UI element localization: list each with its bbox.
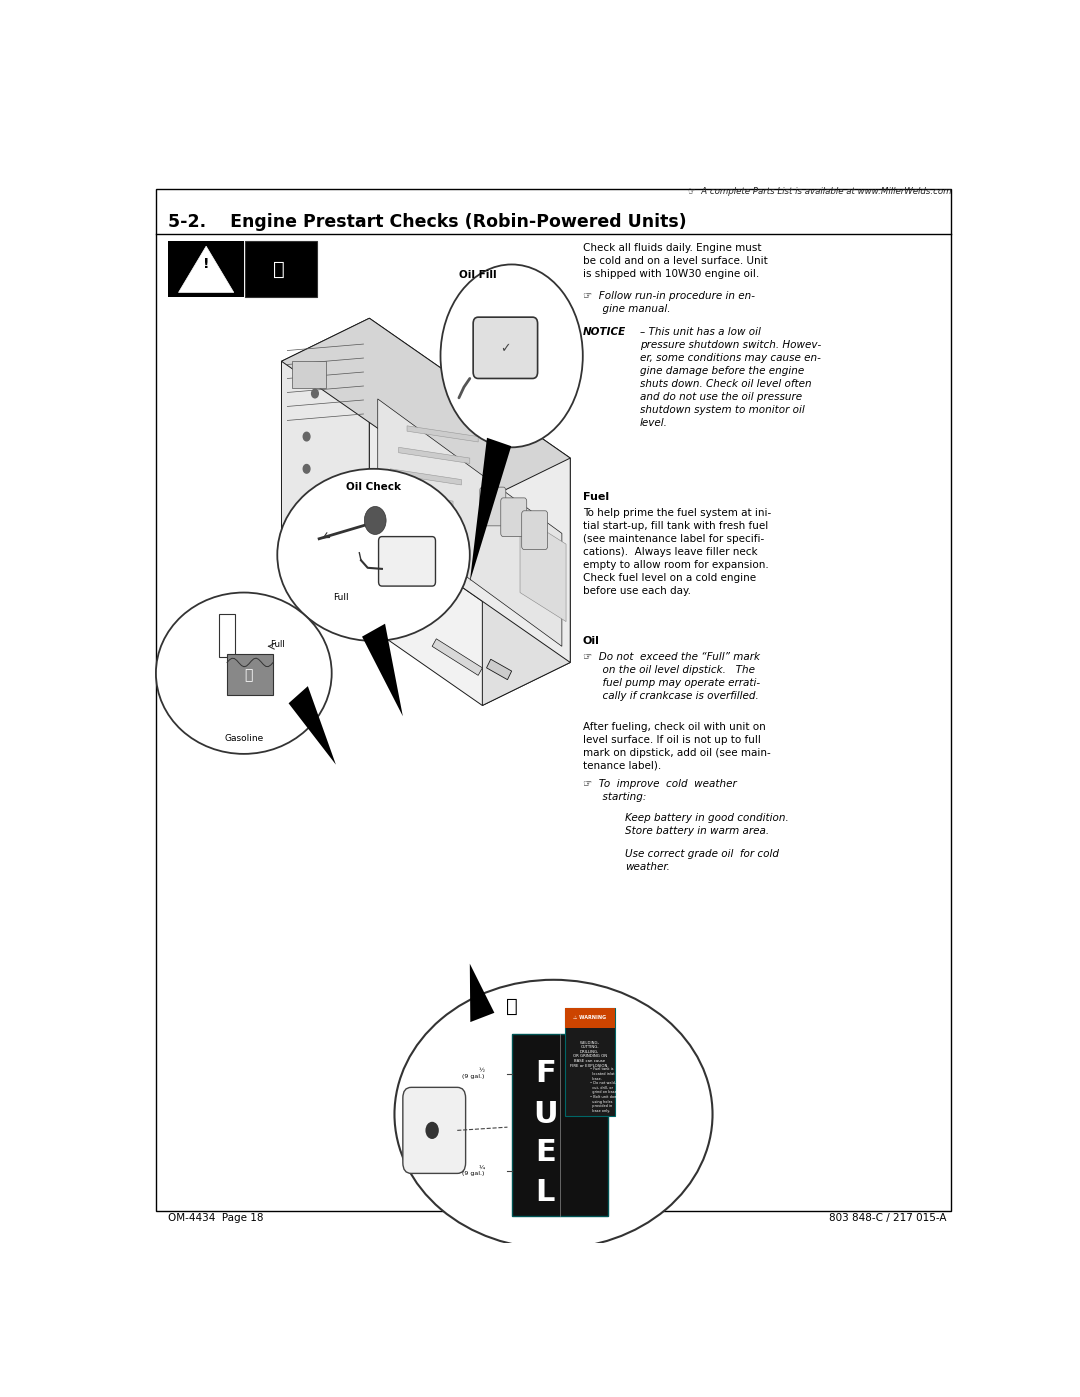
Text: L: L (536, 1178, 555, 1207)
Text: ☞  Follow run-in procedure in en-
      gine manual.: ☞ Follow run-in procedure in en- gine ma… (583, 292, 755, 314)
Polygon shape (369, 319, 570, 662)
Polygon shape (282, 319, 570, 502)
Circle shape (364, 507, 387, 535)
FancyBboxPatch shape (501, 497, 527, 536)
Polygon shape (483, 458, 570, 705)
Text: ½
(9 gal.): ½ (9 gal.) (462, 1069, 485, 1078)
Bar (565, 1009, 615, 1116)
Polygon shape (399, 447, 470, 464)
Text: !: ! (203, 257, 210, 271)
Text: After fueling, check oil with unit on
level surface. If oil is not up to full
ma: After fueling, check oil with unit on le… (583, 722, 770, 771)
Text: Check all fluids daily. Engine must
be cold and on a level surface. Unit
is ship: Check all fluids daily. Engine must be c… (583, 243, 768, 279)
Text: Oil: Oil (583, 636, 599, 645)
Text: Keep battery in good condition.
Store battery in warm area.: Keep battery in good condition. Store ba… (624, 813, 788, 835)
Text: ✓: ✓ (500, 342, 511, 355)
Bar (168, 240, 244, 296)
Text: E: E (535, 1139, 556, 1166)
Circle shape (303, 432, 310, 441)
Text: Full: Full (271, 640, 285, 648)
Polygon shape (432, 638, 483, 675)
Text: Full: Full (334, 592, 349, 602)
Bar (245, 240, 316, 296)
Text: U: U (534, 1099, 557, 1129)
FancyBboxPatch shape (473, 317, 538, 379)
Text: NOTICE: NOTICE (583, 327, 626, 337)
Polygon shape (282, 522, 570, 705)
Circle shape (303, 465, 310, 474)
Polygon shape (470, 964, 495, 1023)
FancyBboxPatch shape (480, 488, 505, 525)
Polygon shape (470, 437, 511, 581)
FancyBboxPatch shape (403, 1087, 465, 1173)
Text: OM-4434  Page 18: OM-4434 Page 18 (168, 1213, 264, 1224)
Text: F: F (535, 1059, 556, 1088)
Text: Use correct grade oil  for cold
weather.: Use correct grade oil for cold weather. (624, 848, 779, 872)
Text: To help prime the fuel system at ini-
tial start-up, fill tank with fresh fuel
(: To help prime the fuel system at ini- ti… (583, 507, 771, 595)
Circle shape (312, 390, 319, 398)
Bar (293, 362, 326, 388)
Polygon shape (407, 426, 478, 441)
Bar (565, 1009, 615, 1028)
Text: ⛽: ⛽ (505, 997, 517, 1016)
Text: • Fuel tank is
  located in/at
  base.
• Do not weld,
  cut, drill, or
  grind o: • Fuel tank is located in/at base. • Do … (590, 1067, 619, 1113)
Circle shape (441, 264, 583, 447)
Text: ☞  To  improve  cold  weather
      starting:: ☞ To improve cold weather starting: (583, 778, 737, 802)
Polygon shape (382, 490, 454, 507)
Text: ☞  Do not  exceed the “Full” mark
      on the oil level dipstick.   The
      f: ☞ Do not exceed the “Full” mark on the o… (583, 651, 760, 701)
FancyBboxPatch shape (379, 536, 435, 587)
Ellipse shape (156, 592, 332, 754)
Polygon shape (521, 515, 566, 622)
Polygon shape (390, 469, 461, 485)
Ellipse shape (278, 469, 470, 641)
Bar (512, 1034, 608, 1217)
Text: 5-2.    Engine Prestart Checks (Robin-Powered Units): 5-2. Engine Prestart Checks (Robin-Power… (168, 212, 687, 231)
Text: Fuel: Fuel (583, 493, 609, 503)
Polygon shape (486, 659, 512, 680)
Text: ¼
(9 gal.): ¼ (9 gal.) (462, 1165, 485, 1176)
Text: Oil Check: Oil Check (346, 482, 401, 492)
Circle shape (426, 1122, 438, 1139)
Text: WELDING,
CUTTING,
DRILLING,
OR GRINDING ON
BASE can cause
FIRE or EXPLOSION.: WELDING, CUTTING, DRILLING, OR GRINDING … (570, 1041, 609, 1067)
FancyBboxPatch shape (227, 654, 273, 694)
Polygon shape (362, 623, 403, 717)
Polygon shape (378, 400, 562, 647)
Text: – This unit has a low oil
pressure shutdown switch. Howev-
er, some conditions m: – This unit has a low oil pressure shutd… (639, 327, 821, 427)
FancyBboxPatch shape (522, 511, 548, 549)
Text: Gasoline: Gasoline (225, 735, 264, 743)
Text: ☞  A complete Parts List is available at www.MillerWelds.com: ☞ A complete Parts List is available at … (688, 187, 951, 196)
Polygon shape (288, 686, 336, 764)
Text: 803 848-C / 217 015-A: 803 848-C / 217 015-A (829, 1213, 947, 1224)
Polygon shape (282, 319, 369, 566)
Polygon shape (178, 246, 233, 292)
Text: Oil Fill: Oil Fill (459, 270, 497, 279)
Bar (218, 615, 235, 657)
Text: ⛽: ⛽ (244, 668, 253, 682)
Text: ⚠ WARNING: ⚠ WARNING (573, 1016, 606, 1020)
Ellipse shape (394, 979, 713, 1249)
Text: 🔥: 🔥 (273, 260, 285, 279)
